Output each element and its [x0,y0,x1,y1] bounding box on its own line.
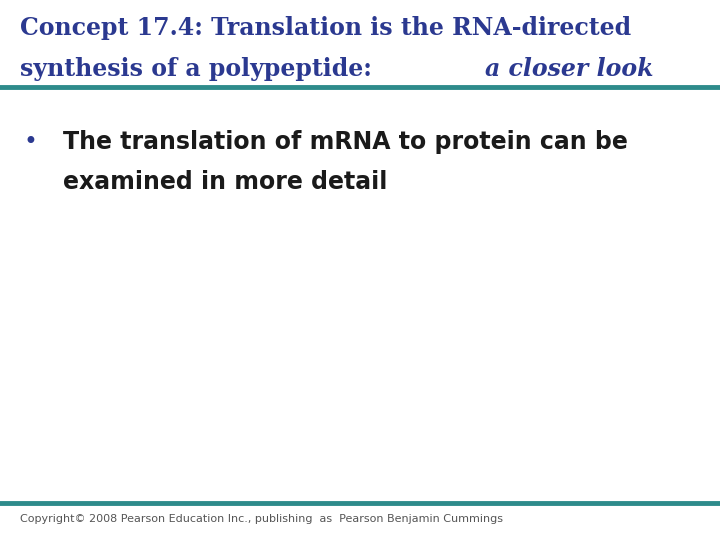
Text: Concept 17.4: Translation is the RNA-directed: Concept 17.4: Translation is the RNA-dir… [20,16,631,40]
Text: •: • [24,130,37,153]
Text: Copyright© 2008 Pearson Education Inc., publishing  as  Pearson Benjamin Cumming: Copyright© 2008 Pearson Education Inc., … [20,514,503,524]
Text: a closer look: a closer look [485,57,653,80]
Text: examined in more detail: examined in more detail [63,170,388,194]
Text: synthesis of a polypeptide:: synthesis of a polypeptide: [20,57,380,80]
Text: The translation of mRNA to protein can be: The translation of mRNA to protein can b… [63,130,629,153]
